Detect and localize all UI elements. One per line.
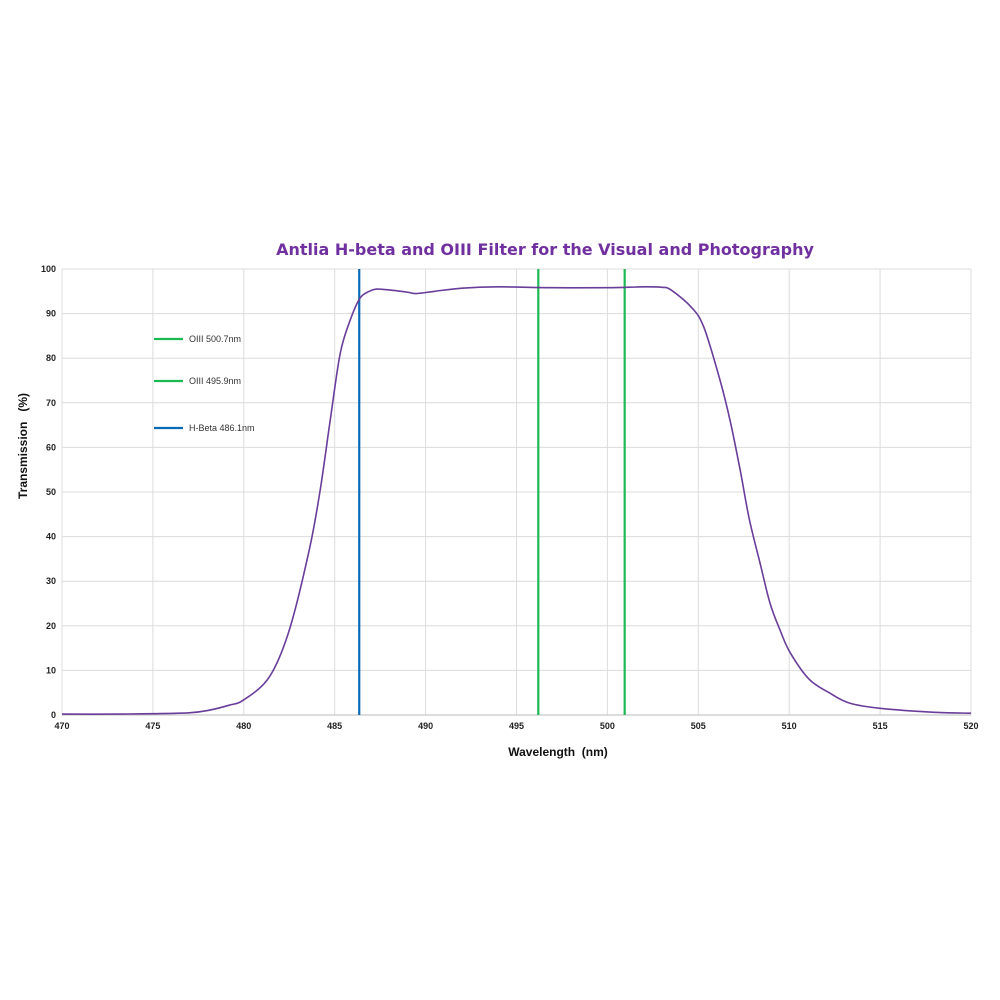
transmission-curve xyxy=(61,286,972,715)
chart-title: Antlia H-beta and OIII Filter for the Vi… xyxy=(276,240,814,259)
y-tick-label: 50 xyxy=(46,487,56,497)
x-tick-label: 475 xyxy=(145,721,160,731)
legend-label: OIII 500.7nm xyxy=(189,334,241,344)
x-tick-label: 515 xyxy=(873,721,888,731)
reference-lines xyxy=(358,269,626,715)
grid xyxy=(61,268,972,716)
x-axis-label: Wavelength (nm) xyxy=(508,745,608,759)
y-tick-label: 70 xyxy=(46,398,56,408)
legend-label: OIII 495.9nm xyxy=(189,376,241,386)
legend-label: H-Beta 486.1nm xyxy=(189,423,255,433)
y-tick-label: 90 xyxy=(46,309,56,319)
x-tick-label: 500 xyxy=(600,721,615,731)
x-tick-label: 490 xyxy=(418,721,433,731)
y-tick-label: 100 xyxy=(41,264,56,274)
y-tick-label: 10 xyxy=(46,665,56,675)
x-tick-label: 470 xyxy=(54,721,69,731)
x-tick-label: 485 xyxy=(327,721,342,731)
y-tick-label: 20 xyxy=(46,621,56,631)
y-tick-label: 80 xyxy=(46,353,56,363)
x-tick-label: 520 xyxy=(963,721,978,731)
x-tick-labels: 470 475 480 485 490 495 500 505 510 515 520 xyxy=(54,721,978,731)
y-tick-label: 0 xyxy=(51,710,56,720)
x-tick-label: 505 xyxy=(691,721,706,731)
y-tick-label: 30 xyxy=(46,576,56,586)
x-tick-label: 510 xyxy=(782,721,797,731)
x-tick-label: 480 xyxy=(236,721,251,731)
y-axis-label: Transmission (%) xyxy=(16,393,30,499)
y-tick-labels: 0 10 20 30 40 50 60 70 80 90 100 xyxy=(41,264,56,720)
legend: OIII 500.7nm OIII 495.9nm H-Beta 486.1nm xyxy=(154,334,255,433)
y-tick-label: 60 xyxy=(46,442,56,452)
y-tick-label: 40 xyxy=(46,532,56,542)
x-tick-label: 495 xyxy=(509,721,524,731)
